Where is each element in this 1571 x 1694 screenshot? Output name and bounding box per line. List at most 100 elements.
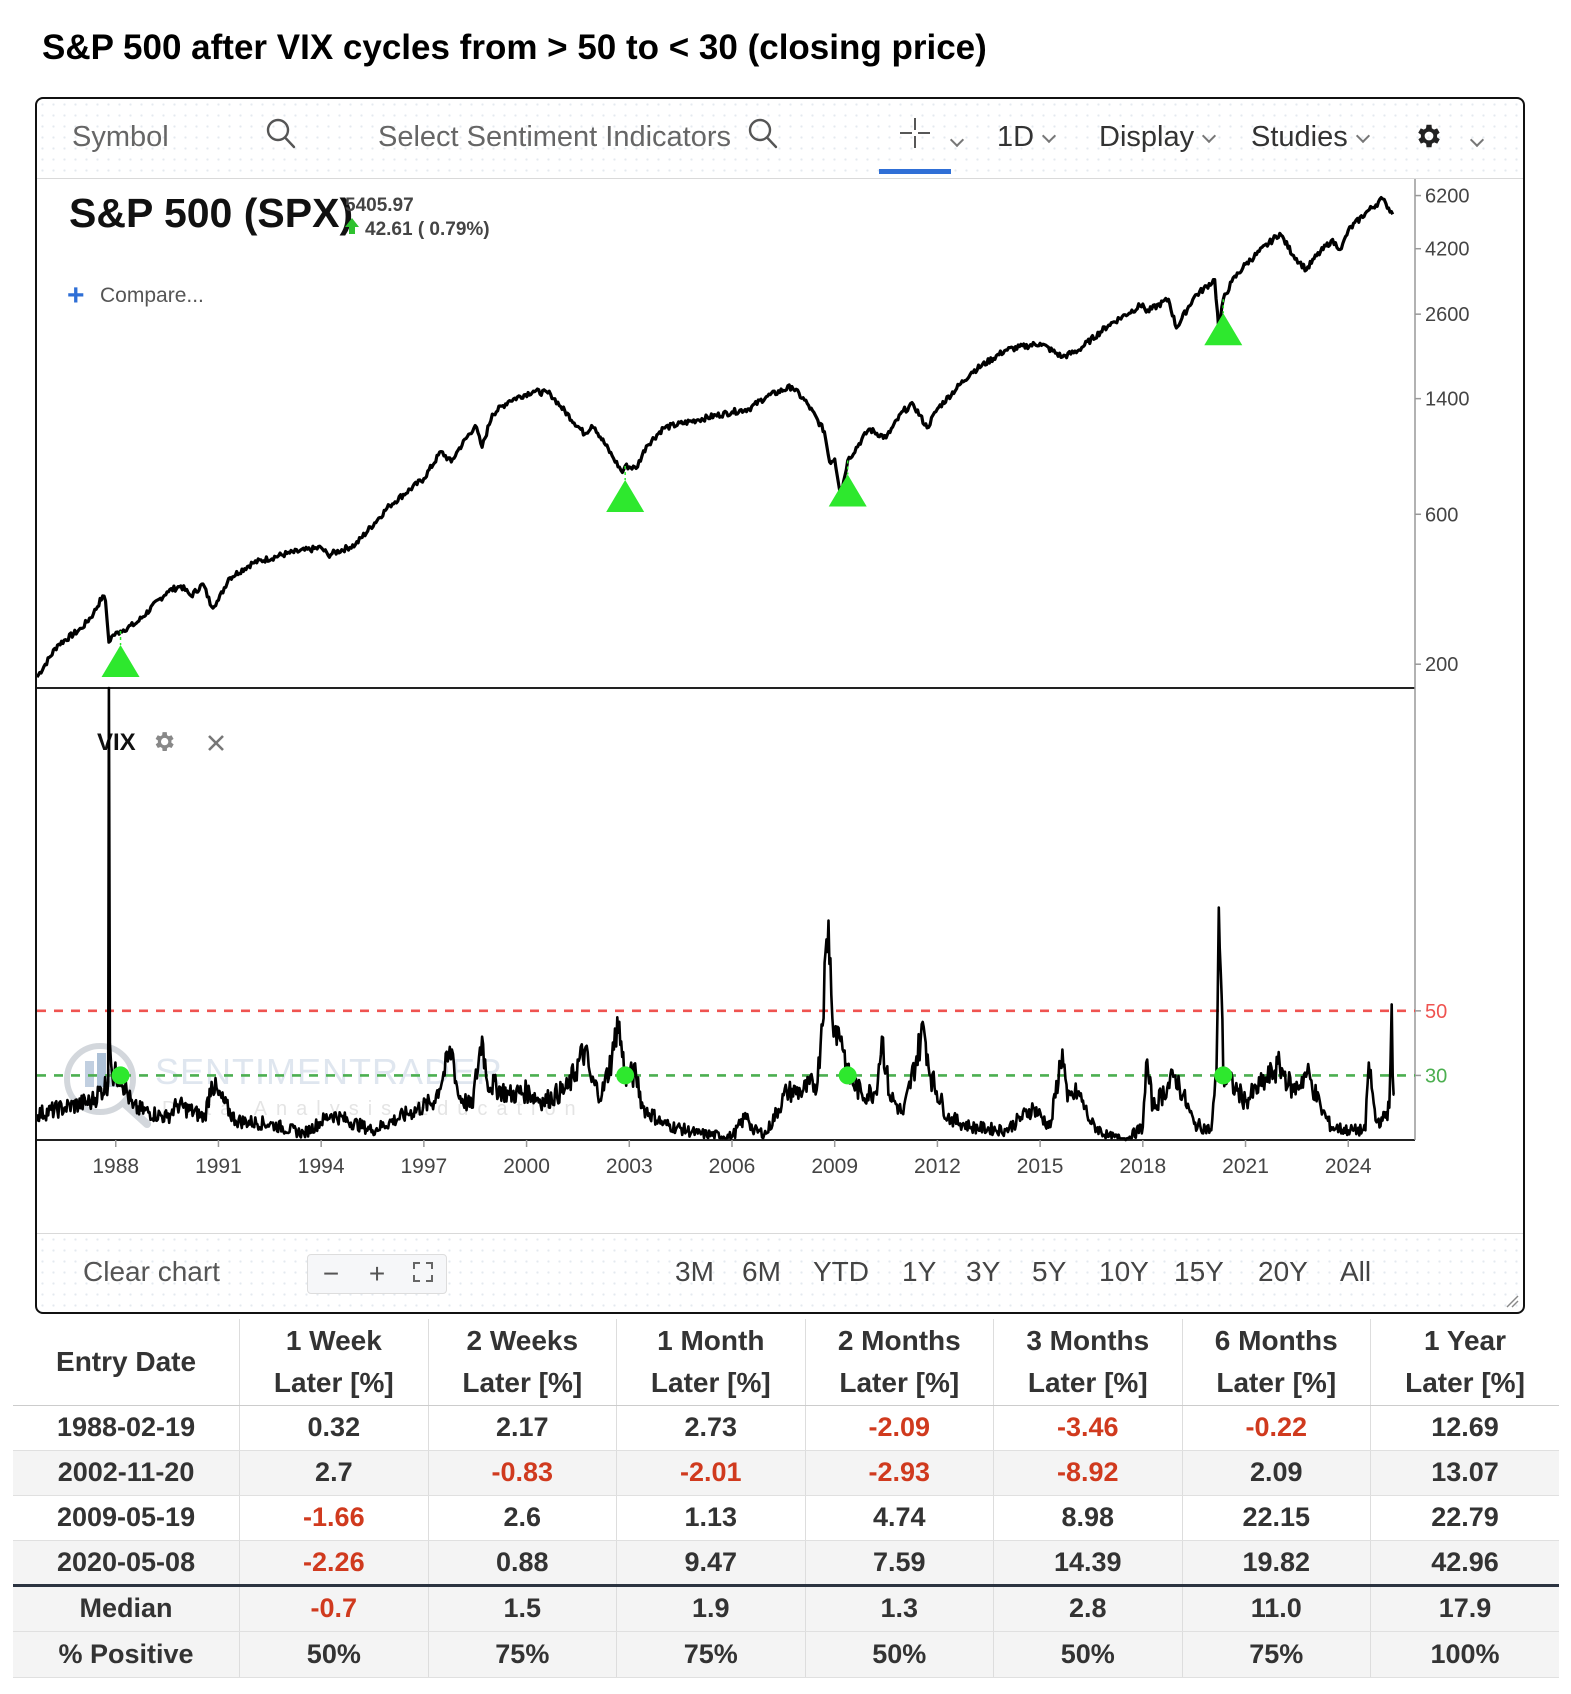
vix-axis-label: 30 xyxy=(1425,1065,1447,1087)
table-cell: 12.69 xyxy=(1370,1405,1559,1451)
zoom-controls: − + xyxy=(307,1254,447,1294)
zoom-out-button[interactable]: − xyxy=(322,1258,340,1289)
table-cell: -2.01 xyxy=(616,1450,806,1496)
table-cell: 100% xyxy=(1370,1631,1559,1678)
table-row: 2002-11-20 2.7 -0.83 -2.01 -2.93 -8.92 2.09 13.… xyxy=(13,1450,1559,1496)
crosshair-icon[interactable] xyxy=(899,117,931,157)
x-axis-label: 1991 xyxy=(195,1155,242,1178)
vix-signal-dot[interactable] xyxy=(1214,1066,1233,1085)
x-axis-label: 2021 xyxy=(1222,1155,1269,1178)
table-cell: -2.09 xyxy=(805,1405,995,1451)
column-header: 2 Weeks Later [%] xyxy=(428,1319,618,1406)
table-cell: 14.39 xyxy=(993,1540,1183,1586)
x-axis-label: 1997 xyxy=(401,1155,448,1178)
table-row: 2020-05-08 -2.26 0.88 9.47 7.59 14.39 19.82 42.… xyxy=(13,1540,1559,1586)
row-label: Median xyxy=(13,1583,241,1632)
vix-line xyxy=(37,686,1395,1142)
vix-signal-dot[interactable] xyxy=(616,1066,635,1085)
table-cell: 0.32 xyxy=(239,1405,429,1451)
table-row: 1988-02-19 0.32 2.17 2.73 -2.09 -3.46 -0.22 12.… xyxy=(13,1405,1559,1451)
compare-label: Compare... xyxy=(100,284,204,307)
last-price: 5405.97 xyxy=(345,195,414,216)
chart-widget: Symbol Select Sentiment Indicators 1D Di… xyxy=(35,97,1525,1314)
table-cell: 1.9 xyxy=(616,1583,806,1632)
signal-triangle-marker[interactable] xyxy=(101,645,140,678)
table-cell: 50% xyxy=(239,1631,429,1678)
gear-icon[interactable] xyxy=(1414,121,1444,159)
fullscreen-icon[interactable] xyxy=(400,1258,446,1290)
sentiment-indicator-input[interactable]: Select Sentiment Indicators xyxy=(378,121,732,153)
up-arrow-icon xyxy=(345,218,359,234)
column-header: Entry Date xyxy=(13,1319,241,1406)
column-header: 1 Week Later [%] xyxy=(239,1319,429,1406)
x-axis-label: 2006 xyxy=(709,1155,756,1178)
table-cell: 2.6 xyxy=(428,1495,618,1541)
range-button-5y[interactable]: 5Y xyxy=(1032,1256,1067,1287)
column-header: 2 Months Later [%] xyxy=(805,1319,995,1406)
interval-dropdown[interactable]: 1D xyxy=(997,121,1057,154)
table-cell: 1.5 xyxy=(428,1583,618,1632)
signal-triangle-marker[interactable] xyxy=(606,479,645,512)
table-cell: 2.8 xyxy=(993,1583,1183,1632)
clear-chart-button[interactable]: Clear chart xyxy=(83,1256,220,1287)
range-button-3y[interactable]: 3Y xyxy=(966,1256,1001,1287)
x-axis-label: 2009 xyxy=(811,1155,858,1178)
x-axis-label: 2012 xyxy=(914,1155,961,1178)
range-button-all[interactable]: All xyxy=(1340,1256,1372,1287)
range-button-1y[interactable]: 1Y xyxy=(902,1256,937,1287)
x-axis-label: 2018 xyxy=(1119,1155,1166,1178)
display-dropdown[interactable]: Display xyxy=(1099,121,1217,154)
table-cell: 11.0 xyxy=(1182,1583,1371,1632)
signal-triangle-marker[interactable] xyxy=(1204,313,1243,346)
table-cell: 8.98 xyxy=(993,1495,1183,1541)
x-axis-label: 2000 xyxy=(503,1155,550,1178)
table-cell: 13.07 xyxy=(1370,1450,1559,1496)
gear-icon[interactable] xyxy=(155,732,174,752)
table-cell: 50% xyxy=(805,1631,995,1678)
search-icon[interactable] xyxy=(265,117,297,159)
spx-price-line xyxy=(37,196,1395,678)
table-cell: 22.79 xyxy=(1370,1495,1559,1541)
x-axis-label: 2003 xyxy=(606,1155,653,1178)
vix-signal-dot[interactable] xyxy=(111,1066,130,1085)
column-header: 3 Months Later [%] xyxy=(993,1319,1183,1406)
range-button-6m[interactable]: 6M xyxy=(742,1256,781,1287)
price-axis-label: 1400 xyxy=(1425,389,1470,411)
table-cell: 9.47 xyxy=(616,1540,806,1586)
table-cell: 1.13 xyxy=(616,1495,806,1541)
price-axis-label: 200 xyxy=(1425,654,1458,676)
compare-button[interactable]: + Compare... xyxy=(67,279,204,312)
table-cell: 0.88 xyxy=(428,1540,618,1586)
resize-handle[interactable] xyxy=(1504,1293,1520,1309)
vix-signal-dot[interactable] xyxy=(838,1066,857,1085)
table-cell: 1.3 xyxy=(805,1583,995,1632)
range-button-20y[interactable]: 20Y xyxy=(1258,1256,1308,1287)
close-icon[interactable] xyxy=(208,735,224,751)
signal-triangle-marker[interactable] xyxy=(828,474,867,507)
range-button-10y[interactable]: 10Y xyxy=(1099,1256,1149,1287)
forward-returns-table: Entry Date 1 Week Later [%] 2 Weeks Later [%… xyxy=(13,1319,1559,1678)
table-cell: 4.74 xyxy=(805,1495,995,1541)
range-button-15y[interactable]: 15Y xyxy=(1174,1256,1224,1287)
search-icon[interactable] xyxy=(747,117,779,159)
page-title: S&P 500 after VIX cycles from > 50 to < … xyxy=(42,28,987,67)
studies-dropdown[interactable]: Studies xyxy=(1251,121,1370,154)
column-header: 6 Months Later [%] xyxy=(1182,1319,1371,1406)
x-axis-label: 1988 xyxy=(92,1155,139,1178)
table-cell: -2.26 xyxy=(239,1540,429,1586)
vix-axis-label: 50 xyxy=(1425,1001,1447,1023)
table-cell: 17.9 xyxy=(1370,1583,1559,1632)
range-button-3m[interactable]: 3M xyxy=(675,1256,714,1287)
symbol-input[interactable]: Symbol xyxy=(72,121,169,153)
zoom-in-button[interactable]: + xyxy=(368,1258,386,1289)
table-cell: 7.59 xyxy=(805,1540,995,1586)
table-cell: 22.15 xyxy=(1182,1495,1371,1541)
plus-icon: + xyxy=(67,279,85,312)
row-label: 2009-05-19 xyxy=(13,1495,241,1541)
table-cell: -3.46 xyxy=(993,1405,1183,1451)
range-button-ytd[interactable]: YTD xyxy=(813,1256,869,1287)
chart-canvas[interactable]: SENTIMENTRADER Data Analysis Education S… xyxy=(37,99,1525,1233)
price-axis-label: 2600 xyxy=(1425,304,1470,326)
row-label: 1988-02-19 xyxy=(13,1405,241,1451)
chart-toolbar: Symbol Select Sentiment Indicators 1D Di… xyxy=(37,99,1523,179)
